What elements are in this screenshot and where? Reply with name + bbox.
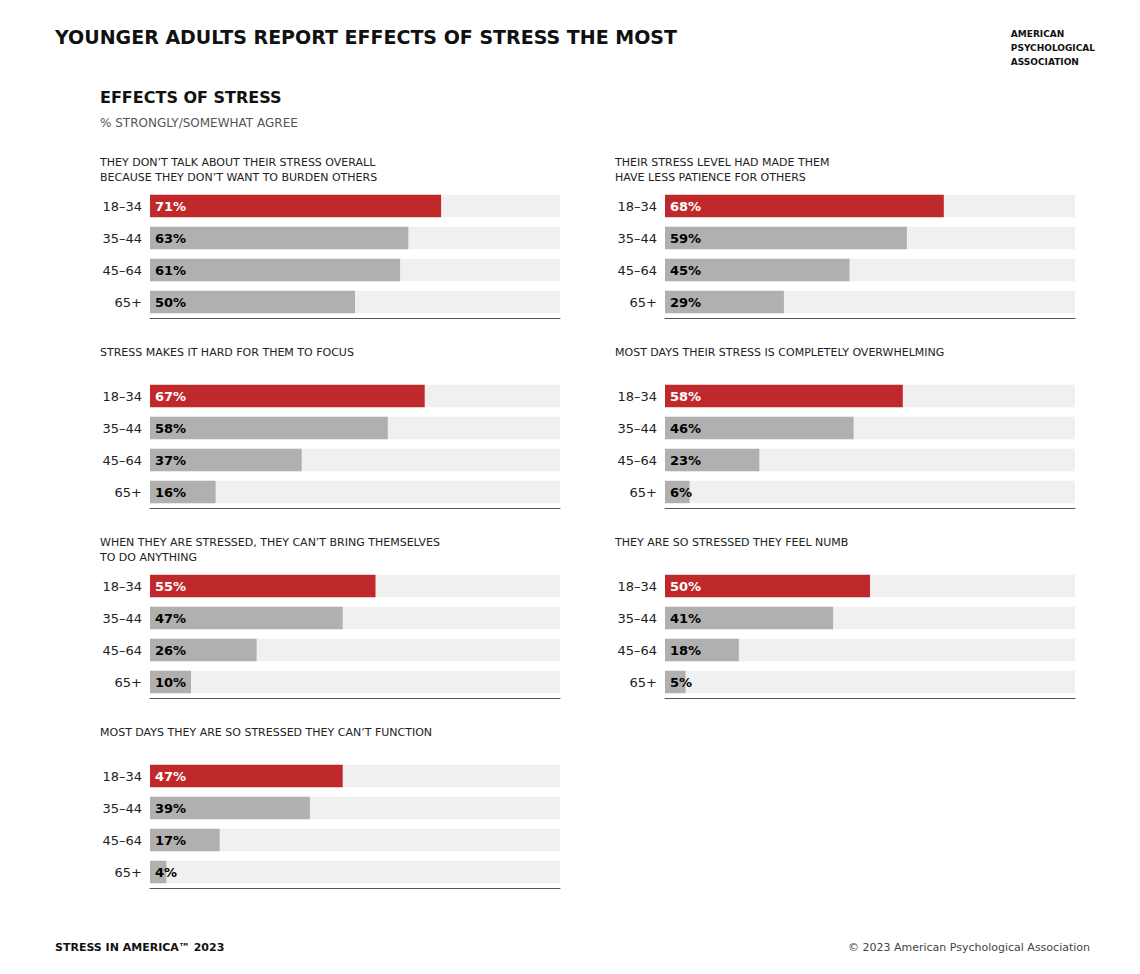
svg-text:65+: 65+ — [630, 485, 657, 500]
svg-text:16%: 16% — [155, 485, 186, 500]
svg-text:45–64: 45–64 — [102, 453, 142, 468]
svg-text:46%: 46% — [670, 421, 701, 436]
svg-text:35–44: 35–44 — [617, 611, 657, 626]
svg-text:65+: 65+ — [115, 865, 142, 880]
svg-text:© 2023 American Psychological: © 2023 American Psychological Associatio… — [848, 941, 1090, 954]
svg-text:EFFECTS OF STRESS: EFFECTS OF STRESS — [100, 88, 282, 107]
svg-text:STRESS MAKES IT HARD FOR THEM: STRESS MAKES IT HARD FOR THEM TO FOCUS — [100, 346, 354, 359]
svg-text:18–34: 18–34 — [102, 389, 142, 404]
svg-text:65+: 65+ — [630, 295, 657, 310]
svg-text:THEY DON’T TALK ABOUT THEIR ST: THEY DON’T TALK ABOUT THEIR STRESS OVERA… — [99, 156, 376, 169]
svg-text:65+: 65+ — [630, 675, 657, 690]
svg-text:HAVE LESS PATIENCE FOR OTHERS: HAVE LESS PATIENCE FOR OTHERS — [615, 171, 806, 184]
svg-text:58%: 58% — [155, 421, 186, 436]
svg-text:61%: 61% — [155, 263, 186, 278]
svg-text:45–64: 45–64 — [617, 263, 657, 278]
svg-text:37%: 37% — [155, 453, 186, 468]
svg-text:45%: 45% — [670, 263, 701, 278]
svg-text:35–44: 35–44 — [102, 611, 142, 626]
svg-text:35–44: 35–44 — [617, 231, 657, 246]
svg-text:59%: 59% — [670, 231, 701, 246]
svg-text:MOST DAYS THEY ARE SO STRESSED: MOST DAYS THEY ARE SO STRESSED THEY CAN’… — [100, 726, 432, 739]
svg-text:YOUNGER ADULTS REPORT EFFECTS: YOUNGER ADULTS REPORT EFFECTS OF STRESS … — [54, 26, 677, 48]
svg-text:39%: 39% — [155, 801, 186, 816]
svg-text:BECAUSE THEY DON’T WANT TO BUR: BECAUSE THEY DON’T WANT TO BURDEN OTHERS — [100, 171, 377, 184]
svg-text:26%: 26% — [155, 643, 186, 658]
svg-text:18–34: 18–34 — [102, 579, 142, 594]
svg-text:67%: 67% — [155, 389, 186, 404]
svg-text:% STRONGLY/SOMEWHAT AGREE: % STRONGLY/SOMEWHAT AGREE — [100, 116, 298, 130]
svg-text:47%: 47% — [155, 611, 186, 626]
svg-text:18–34: 18–34 — [617, 579, 657, 594]
svg-text:5%: 5% — [670, 675, 692, 690]
svg-text:35–44: 35–44 — [102, 421, 142, 436]
svg-text:18–34: 18–34 — [102, 769, 142, 784]
svg-text:17%: 17% — [155, 833, 186, 848]
svg-text:50%: 50% — [670, 579, 701, 594]
svg-text:ASSOCIATION: ASSOCIATION — [1011, 57, 1079, 67]
svg-text:18–34: 18–34 — [617, 199, 657, 214]
svg-text:29%: 29% — [670, 295, 701, 310]
svg-text:68%: 68% — [670, 199, 701, 214]
svg-text:65+: 65+ — [115, 485, 142, 500]
svg-text:MOST DAYS THEIR STRESS IS COMP: MOST DAYS THEIR STRESS IS COMPLETELY OVE… — [615, 346, 944, 359]
svg-text:45–64: 45–64 — [102, 643, 142, 658]
svg-text:45–64: 45–64 — [102, 833, 142, 848]
svg-text:35–44: 35–44 — [102, 231, 142, 246]
svg-text:47%: 47% — [155, 769, 186, 784]
svg-text:THEY ARE SO STRESSED THEY FEEL: THEY ARE SO STRESSED THEY FEEL NUMB — [614, 536, 848, 549]
svg-text:STRESS IN AMERICA™ 2023: STRESS IN AMERICA™ 2023 — [55, 941, 224, 954]
svg-text:50%: 50% — [155, 295, 186, 310]
svg-text:55%: 55% — [155, 579, 186, 594]
svg-text:PSYCHOLOGICAL: PSYCHOLOGICAL — [1011, 43, 1095, 53]
svg-text:45–64: 45–64 — [617, 453, 657, 468]
svg-text:18%: 18% — [670, 643, 701, 658]
svg-text:10%: 10% — [155, 675, 186, 690]
svg-text:TO DO ANYTHING: TO DO ANYTHING — [99, 551, 197, 564]
svg-text:63%: 63% — [155, 231, 186, 246]
svg-text:THEIR STRESS LEVEL HAD MADE TH: THEIR STRESS LEVEL HAD MADE THEM — [614, 156, 829, 169]
svg-text:71%: 71% — [155, 199, 186, 214]
svg-text:58%: 58% — [670, 389, 701, 404]
svg-text:AMERICAN: AMERICAN — [1011, 29, 1064, 39]
svg-text:45–64: 45–64 — [102, 263, 142, 278]
svg-text:18–34: 18–34 — [102, 199, 142, 214]
svg-text:65+: 65+ — [115, 675, 142, 690]
svg-text:41%: 41% — [670, 611, 701, 626]
svg-text:65+: 65+ — [115, 295, 142, 310]
svg-text:18–34: 18–34 — [617, 389, 657, 404]
svg-text:6%: 6% — [670, 485, 692, 500]
svg-text:23%: 23% — [670, 453, 701, 468]
svg-text:WHEN THEY ARE STRESSED, THEY C: WHEN THEY ARE STRESSED, THEY CAN’T BRING… — [100, 536, 440, 549]
svg-text:45–64: 45–64 — [617, 643, 657, 658]
svg-text:4%: 4% — [155, 865, 177, 880]
svg-text:35–44: 35–44 — [102, 801, 142, 816]
svg-text:35–44: 35–44 — [617, 421, 657, 436]
